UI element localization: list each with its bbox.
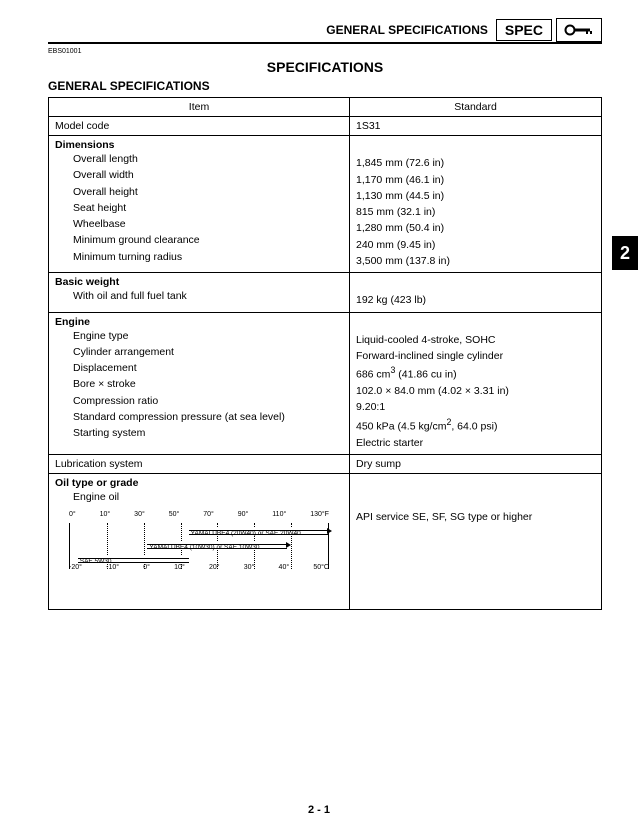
- table-row: Dimensions Overall length Overall width …: [49, 136, 602, 273]
- f-labels: 0° 10° 30° 50° 70° 90° 110° 130°F: [69, 511, 329, 518]
- bar-5w30: SAE 5W30: [78, 555, 189, 563]
- edisp-value: 686 cm3 (41.86 cu in): [356, 364, 595, 383]
- ecratio-value: 9.20:1: [356, 399, 595, 415]
- model-code-value: 1S31: [350, 117, 602, 136]
- weight-oil-value: 192 kg (423 lb): [356, 292, 595, 308]
- page-number: 2 - 1: [0, 804, 638, 816]
- ecyl-label: Cylinder arrangement: [55, 344, 343, 360]
- ol-label: Overall length: [55, 151, 343, 167]
- dimensions-label: Dimensions: [55, 139, 115, 151]
- engine-values: Liquid-cooled 4-stroke, SOHC Forward-inc…: [350, 312, 602, 454]
- weight-cell: Basic weight With oil and full fuel tank: [49, 273, 350, 313]
- engine-cell: Engine Engine type Cylinder arrangement …: [49, 312, 350, 454]
- table-row: Basic weight With oil and full fuel tank…: [49, 273, 602, 313]
- engine-oil-label: Engine oil: [55, 489, 343, 505]
- model-code-label: Model code: [49, 117, 350, 136]
- table-row: Engine Engine type Cylinder arrangement …: [49, 312, 602, 454]
- engine-label: Engine: [55, 316, 90, 328]
- spec-tab: SPEC: [496, 19, 552, 41]
- dimensions-cell: Dimensions Overall length Overall width …: [49, 136, 350, 273]
- weight-label: Basic weight: [55, 276, 119, 288]
- edisp-label: Displacement: [55, 360, 343, 376]
- oil-values: API service SE, SF, SG type or higher: [350, 473, 602, 609]
- ecratio-label: Compression ratio: [55, 393, 343, 409]
- chapter-tab: 2: [612, 236, 638, 270]
- header-row: GENERAL SPECIFICATIONS SPEC: [48, 18, 602, 44]
- weight-values: 192 kg (423 lb): [350, 273, 602, 313]
- table-row: Model code 1S31: [49, 117, 602, 136]
- estart-value: Electric starter: [356, 435, 595, 451]
- engine-oil-value: API service SE, SF, SG type or higher: [356, 509, 595, 525]
- ow-value: 1,170 mm (46.1 in): [356, 172, 595, 188]
- bar-20w40: YAMALUBE4 (20W40) or SAE 20W40: [189, 527, 328, 535]
- weight-oil-label: With oil and full fuel tank: [55, 288, 343, 304]
- section-title: GENERAL SPECIFICATIONS: [326, 23, 488, 37]
- estart-label: Starting system: [55, 425, 343, 441]
- col-item: Item: [49, 98, 350, 117]
- ecpress-label: Standard compression pressure (at sea le…: [55, 409, 343, 425]
- sub-title: GENERAL SPECIFICATIONS: [48, 79, 602, 93]
- spec-table: Item Standard Model code 1S31 Dimensions…: [48, 97, 602, 610]
- etype-value: Liquid-cooled 4-stroke, SOHC: [356, 332, 595, 348]
- key-icon: [556, 18, 602, 42]
- oil-cell: Oil type or grade Engine oil 0° 10° 30° …: [49, 473, 350, 609]
- lub-label: Lubrication system: [49, 454, 350, 473]
- table-row: Lubrication system Dry sump: [49, 454, 602, 473]
- table-row: Oil type or grade Engine oil 0° 10° 30° …: [49, 473, 602, 609]
- sh-value: 815 mm (32.1 in): [356, 204, 595, 220]
- wb-label: Wheelbase: [55, 216, 343, 232]
- ol-value: 1,845 mm (72.6 in): [356, 155, 595, 171]
- lub-value: Dry sump: [350, 454, 602, 473]
- oh-value: 1,130 mm (44.5 in): [356, 188, 595, 204]
- page: GENERAL SPECIFICATIONS SPEC EBS01001 SPE…: [0, 0, 638, 826]
- wb-value: 1,280 mm (50.4 in): [356, 220, 595, 236]
- bar-10w30: YAMALUBE4 (10W30) or SAE 10W30: [147, 541, 286, 549]
- gc-label: Minimum ground clearance: [55, 232, 343, 248]
- etype-label: Engine type: [55, 328, 343, 344]
- tick-grid: YAMALUBE4 (20W40) or SAE 20W40 YAMALUBE4…: [69, 523, 329, 569]
- ebore-label: Bore × stroke: [55, 376, 343, 392]
- tr-value: 3,500 mm (137.8 in): [356, 253, 595, 269]
- tr-label: Minimum turning radius: [55, 249, 343, 265]
- ecpress-value: 450 kPa (4.5 kg/cm2, 64.0 psi): [356, 416, 595, 435]
- ow-label: Overall width: [55, 167, 343, 183]
- oh-label: Overall height: [55, 184, 343, 200]
- col-standard: Standard: [350, 98, 602, 117]
- oil-temp-chart: 0° 10° 30° 50° 70° 90° 110° 130°F: [63, 511, 343, 601]
- oil-label: Oil type or grade: [55, 477, 138, 489]
- gc-value: 240 mm (9.45 in): [356, 237, 595, 253]
- sh-label: Seat height: [55, 200, 343, 216]
- main-title: SPECIFICATIONS: [48, 59, 602, 75]
- doc-code: EBS01001: [48, 48, 602, 55]
- table-header-row: Item Standard: [49, 98, 602, 117]
- dimensions-values: 1,845 mm (72.6 in) 1,170 mm (46.1 in) 1,…: [350, 136, 602, 273]
- ebore-value: 102.0 × 84.0 mm (4.02 × 3.31 in): [356, 383, 595, 399]
- ecyl-value: Forward-inclined single cylinder: [356, 348, 595, 364]
